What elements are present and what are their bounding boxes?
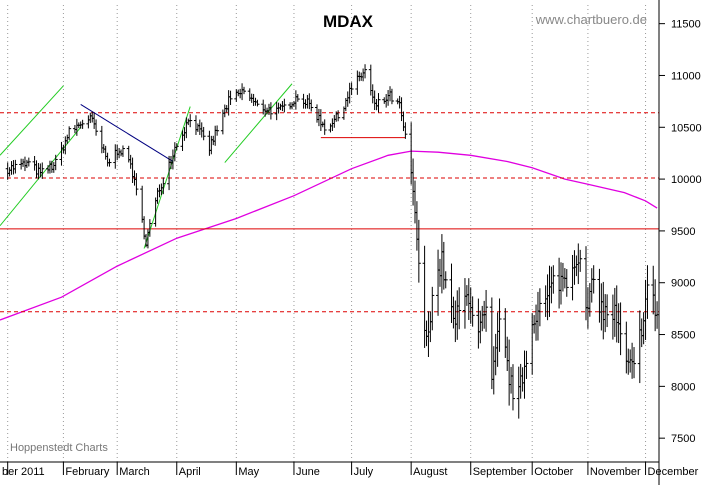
price-bar-179 — [484, 289, 489, 332]
y-tick-label-7: 11000 — [671, 70, 701, 82]
price-bars — [5, 64, 660, 419]
price-bar-144 — [389, 88, 394, 105]
x-tick-label-8: September — [473, 466, 527, 478]
moving-average-line — [0, 150, 658, 321]
moving-average-layer — [0, 150, 658, 321]
price-bar-59 — [161, 177, 166, 195]
y-tick-label-1: 8000 — [671, 381, 695, 393]
price-bar-69 — [188, 114, 193, 128]
x-tick-label-1: February — [65, 466, 110, 478]
price-bar-94 — [255, 99, 260, 107]
y-tick-label-8: 11500 — [671, 19, 701, 31]
price-bar-149 — [403, 122, 408, 139]
x-axis: ber 2011 February March April May June July Aug… — [2, 462, 699, 478]
price-bar-159 — [430, 286, 435, 331]
price-bar-89 — [242, 86, 247, 95]
x-tick-label-2: March — [119, 466, 150, 478]
price-bar-184 — [497, 298, 502, 352]
price-bar-164 — [443, 271, 448, 289]
price-bar-189 — [510, 364, 515, 411]
price-bar-64 — [174, 143, 179, 151]
price-bar-134 — [363, 64, 368, 79]
price-bar-104 — [282, 98, 287, 113]
x-tick-label-10: November — [590, 466, 641, 478]
price-bar-154 — [416, 219, 421, 283]
trendlines — [0, 83, 406, 249]
price-bar-229 — [618, 302, 623, 356]
chart-title: MDAX — [323, 12, 374, 31]
trendline-3 — [224, 83, 293, 163]
price-bar-209 — [564, 269, 569, 297]
price-bar-99 — [268, 102, 273, 120]
y-tick-label-4: 9500 — [671, 226, 695, 238]
vertical-gridlines — [7, 5, 647, 462]
price-bar-9 — [26, 157, 31, 167]
x-tick-label-7: August — [413, 466, 447, 478]
trendline-0 — [0, 85, 64, 156]
price-bar-204 — [551, 265, 556, 294]
price-bar-29 — [80, 119, 85, 129]
x-tick-label-0: ber 2011 — [2, 466, 45, 478]
price-bar-4 — [13, 159, 18, 174]
price-bar-174 — [470, 296, 475, 327]
trendline-4 — [80, 104, 174, 162]
x-tick-label-4: May — [238, 466, 259, 478]
price-bar-49 — [134, 173, 139, 196]
y-tick-label-0: 7500 — [671, 433, 695, 445]
price-bar-139 — [376, 93, 381, 113]
price-bar-84 — [228, 90, 233, 105]
x-tick-label-6: July — [354, 466, 374, 478]
y-tick-label-2: 8500 — [671, 330, 695, 342]
y-tick-label-5: 10000 — [671, 174, 702, 186]
price-bar-79 — [215, 125, 220, 136]
price-bar-239 — [645, 265, 650, 319]
price-bar-39 — [107, 158, 112, 167]
price-bar-24 — [67, 126, 72, 140]
x-tick-label-5: June — [296, 466, 320, 478]
y-tick-label-3: 9000 — [671, 278, 695, 290]
plot-frame — [0, 0, 660, 485]
y-tick-label-6: 10500 — [671, 122, 702, 134]
price-bar-74 — [201, 126, 206, 141]
price-bar-214 — [578, 249, 583, 272]
chart-credit: Hoppenstedt Charts — [10, 442, 108, 454]
price-bar-34 — [94, 119, 99, 136]
trendline-2 — [143, 106, 191, 249]
price-bar-169 — [457, 287, 462, 330]
price-bar-234 — [632, 347, 637, 379]
price-bar-124 — [336, 110, 341, 122]
price-bar-119 — [322, 119, 327, 135]
price-bar-219 — [591, 265, 596, 294]
y-axis: 7500 8000 8500 9000 9500 10000 10500 11000 11500 — [659, 19, 702, 445]
price-bar-194 — [524, 350, 529, 379]
price-bar-114 — [309, 99, 314, 112]
price-bar-54 — [147, 219, 152, 237]
x-tick-label-3: April — [179, 466, 201, 478]
price-bar-199 — [537, 288, 542, 327]
price-bar-224 — [605, 294, 610, 328]
price-bar-14 — [40, 162, 45, 179]
x-tick-label-9: October — [534, 466, 573, 478]
price-bar-19 — [53, 154, 58, 171]
price-bar-109 — [295, 94, 300, 102]
x-tick-label-11: December — [648, 466, 699, 478]
watermark: www.chartbuero.de — [535, 12, 647, 27]
price-bar-44 — [120, 145, 125, 157]
price-bar-129 — [349, 82, 354, 96]
